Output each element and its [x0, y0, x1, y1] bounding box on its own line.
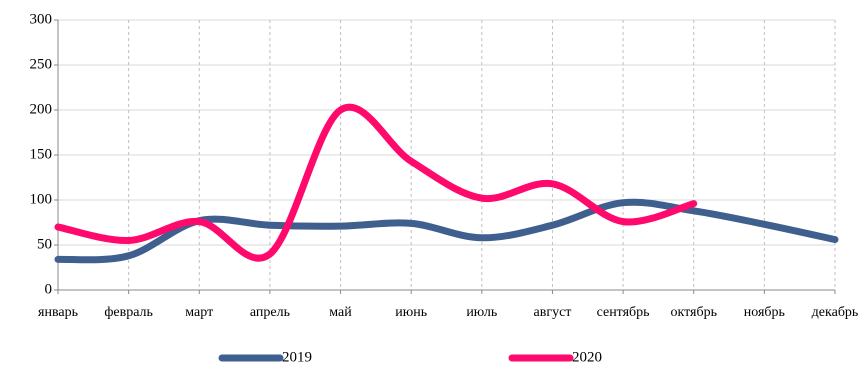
y-tick-label: 300	[30, 11, 53, 27]
x-tick-label: апрель	[250, 305, 290, 320]
y-tick-label: 250	[30, 56, 53, 72]
x-tick-label: ноябрь	[744, 305, 785, 320]
line-series	[54, 198, 839, 264]
y-tick-label: 100	[30, 191, 53, 207]
y-tick-label: 150	[30, 146, 53, 162]
legend-label: 2019	[282, 349, 312, 365]
x-tick-label: январь	[38, 305, 78, 320]
x-tick-label: март	[185, 305, 213, 320]
x-tick-label: август	[534, 305, 572, 320]
y-tick-label: 50	[37, 236, 52, 252]
x-tick-label: сентябрь	[597, 305, 650, 320]
y-tick-label: 200	[30, 101, 53, 117]
line-series	[54, 103, 698, 262]
x-tick-label: май	[329, 305, 352, 320]
legend-label: 2020	[572, 349, 602, 365]
y-tick-label: 0	[45, 281, 53, 297]
x-tick-label: октябрь	[670, 305, 717, 320]
x-tick-label: февраль	[104, 305, 153, 320]
x-tick-label: июль	[466, 305, 497, 320]
x-tick-label: декабрь	[812, 305, 859, 320]
x-tick-label: июнь	[395, 305, 427, 320]
